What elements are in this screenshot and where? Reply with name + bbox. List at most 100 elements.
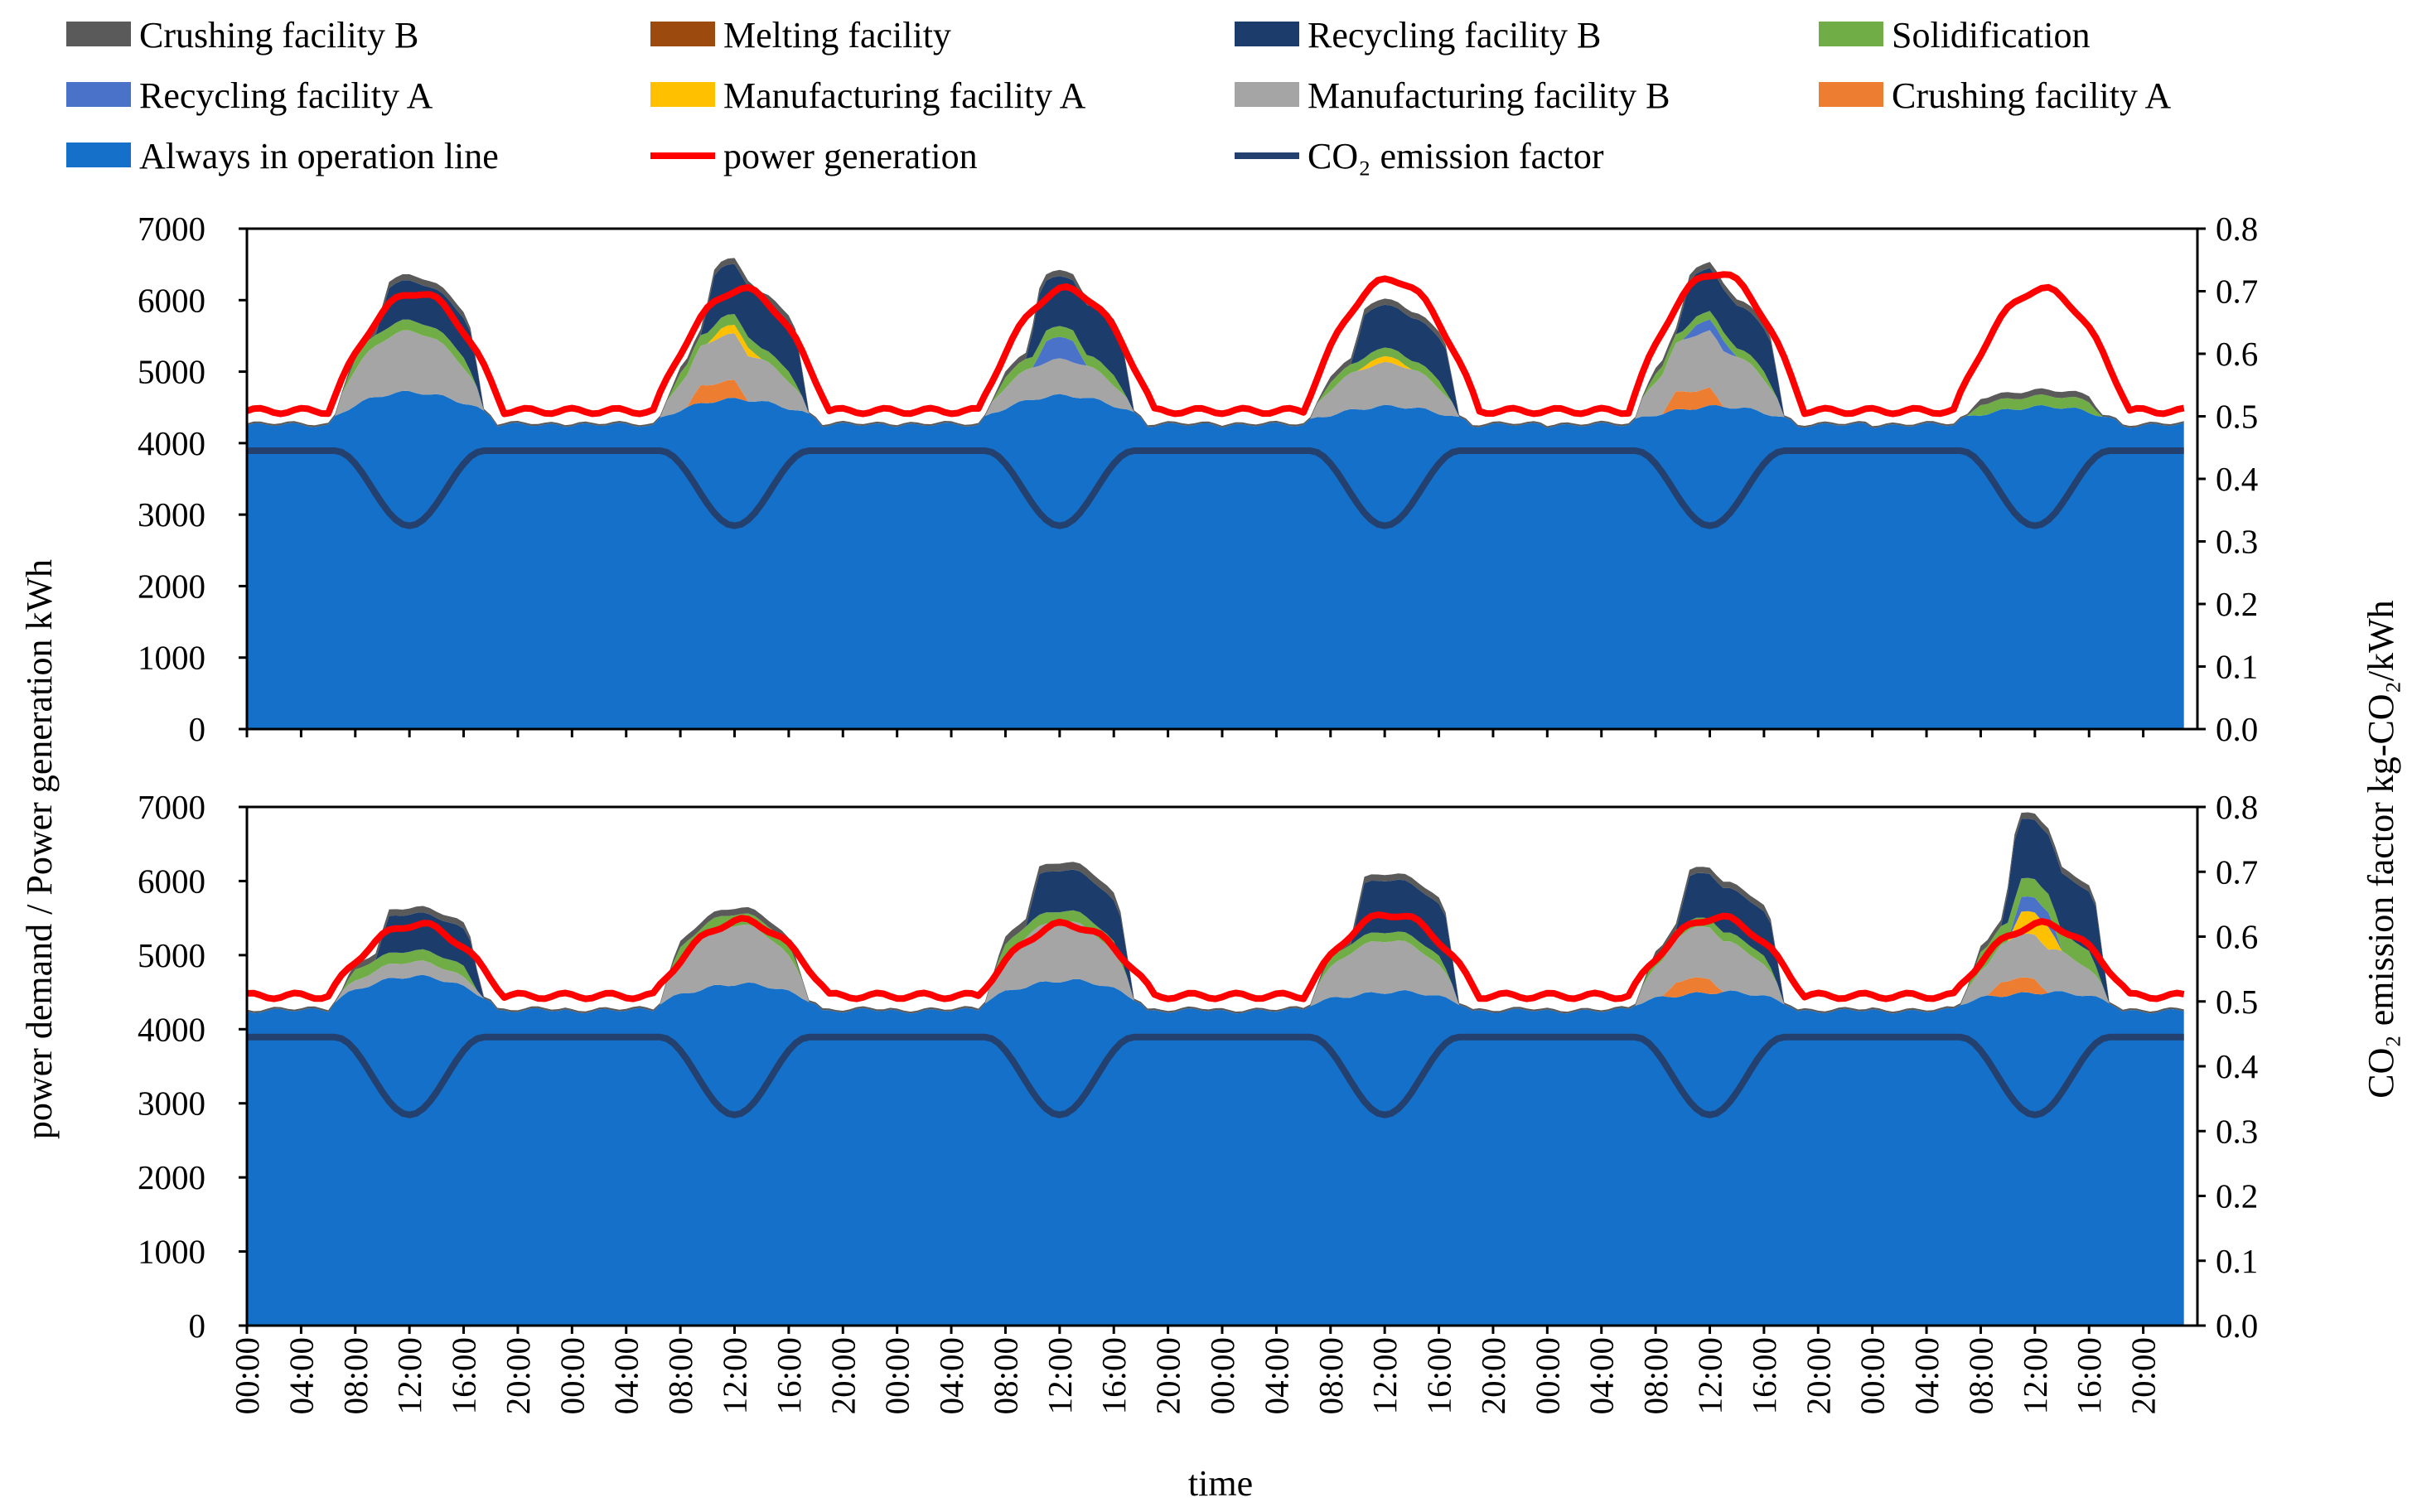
x-tick-label: 04:00 [607, 1337, 645, 1414]
legend-label: Manufacturing facility A [723, 75, 1086, 116]
x-tick-label: 16:00 [2070, 1337, 2108, 1414]
x-tick-label: 04:00 [1257, 1337, 1295, 1414]
legend-swatch [650, 82, 715, 107]
y-tick-label-left: 3000 [138, 495, 205, 534]
area-crushing-B [247, 258, 2184, 428]
y-tick-label-right: 0.1 [2216, 648, 2258, 686]
y-tick-label-right: 0.0 [2216, 1307, 2258, 1345]
x-tick-label: 00:00 [228, 1337, 266, 1414]
x-tick-label: 12:00 [716, 1337, 754, 1414]
legend-label: CO₂ emission factor [1308, 136, 1604, 176]
legend-item: Recycling facility A [66, 75, 433, 116]
legend-label: Melting facility [723, 15, 951, 56]
legend-item: power generation [650, 136, 978, 176]
y-tick-label-left: 5000 [138, 936, 205, 974]
y-tick-label-left: 1000 [138, 639, 205, 677]
x-tick-label: 00:00 [1854, 1337, 1892, 1414]
legend-item: Manufacturing facility A [650, 75, 1086, 116]
legend-label: Recycling facility B [1308, 15, 1601, 56]
legend-swatch [1235, 82, 1299, 107]
legend-item: Melting facility [650, 15, 951, 56]
y-tick-label-right: 0.3 [2216, 523, 2258, 561]
y-tick-label-left: 5000 [138, 353, 205, 391]
x-tick-label: 16:00 [1095, 1337, 1133, 1414]
legend-swatch [650, 22, 715, 46]
x-axis-title: time [1188, 1463, 1253, 1504]
y-tick-label-right: 0.8 [2216, 210, 2258, 248]
area-crushing-A [247, 379, 2184, 428]
area-recycling-B [247, 819, 2184, 1014]
x-tick-label: 20:00 [1149, 1337, 1187, 1414]
x-tick-label: 00:00 [1528, 1337, 1566, 1414]
x-tick-label: 04:00 [282, 1337, 320, 1414]
lower-panel: 0 1000 2000 3000 4000 5000 6000 7000 0.0 0.1 0.2 0.… [138, 788, 2258, 1345]
area-always [247, 974, 2184, 1326]
y-tick-label-left: 6000 [138, 862, 205, 900]
area-manufacturing-B [247, 330, 2184, 428]
legend-line-swatch [1235, 152, 1299, 159]
x-tick-label: 08:00 [1636, 1337, 1675, 1414]
x-tick-label: 12:00 [1366, 1337, 1404, 1414]
legend-swatch [1819, 22, 1883, 46]
y-tick-label-left: 2000 [138, 1158, 205, 1196]
y-tick-label-left: 7000 [138, 210, 205, 248]
x-tick-label: 20:00 [2125, 1337, 2163, 1414]
legend-swatch [66, 22, 131, 46]
x-tick-label: 00:00 [1203, 1337, 1241, 1414]
legend-label: Crushing facility A [1892, 75, 2172, 116]
x-tick-label: 04:00 [1583, 1337, 1621, 1414]
area-solidification [247, 877, 2184, 1014]
y-tick-label-right: 0.6 [2216, 335, 2258, 373]
area-recycling-B [247, 263, 2184, 428]
area-always [247, 390, 2184, 729]
y-tick-label-right: 0.4 [2216, 460, 2258, 498]
y-tick-label-left: 7000 [138, 788, 205, 826]
y-tick-label-right: 0.3 [2216, 1112, 2258, 1150]
x-tick-label: 00:00 [878, 1337, 916, 1414]
y-tick-label-left: 6000 [138, 281, 205, 319]
legend-item: CO₂ emission factor [1235, 136, 1604, 176]
legend-item: Solidification [1819, 15, 2091, 56]
y-tick-label-right: 0.0 [2216, 710, 2258, 748]
legend-swatch [1819, 82, 1883, 107]
x-tick-label: 04:00 [1907, 1337, 1946, 1414]
area-melting [247, 263, 2184, 428]
y-tick-label-right: 0.4 [2216, 1047, 2258, 1085]
y-tick-label-left: 4000 [138, 424, 205, 462]
legend-label: Recycling facility A [139, 75, 433, 116]
line-power-generation [246, 911, 2185, 1002]
legend-item: Recycling facility B [1235, 15, 1601, 56]
y-tick-label-left: 3000 [138, 1084, 205, 1123]
legend: Crushing facility B Melting facility Recyc… [66, 15, 2172, 176]
legend-label: Manufacturing facility B [1308, 75, 1670, 116]
x-tick-label: 08:00 [1312, 1337, 1350, 1414]
y-tick-label-left: 0 [189, 1307, 206, 1345]
x-tick-label: 12:00 [2016, 1337, 2054, 1414]
upper-panel: 0 1000 2000 3000 4000 5000 6000 7000 0.0 0.1 0.2 0.… [138, 210, 2258, 748]
x-tick-label: 12:00 [1041, 1337, 1079, 1414]
x-tick-label: 04:00 [932, 1337, 970, 1414]
x-tick-label: 20:00 [824, 1337, 862, 1414]
y-tick-label-right: 0.8 [2216, 788, 2258, 826]
y-axis-right-title: CO₂ emission factor kg-CO₂/kWh [2361, 600, 2401, 1098]
y-tick-label-right: 0.5 [2216, 983, 2258, 1021]
x-tick-label: 00:00 [553, 1337, 591, 1414]
legend-line-swatch [650, 152, 715, 159]
y-tick-label-left: 2000 [138, 567, 205, 605]
y-tick-label-right: 0.7 [2216, 273, 2258, 311]
y-tick-label-right: 0.5 [2216, 398, 2258, 436]
x-tick-label: 16:00 [445, 1337, 483, 1414]
legend-label: Crushing facility B [139, 15, 418, 56]
area-melting [247, 819, 2184, 1014]
x-tick-label: 20:00 [1474, 1337, 1512, 1414]
legend-swatch [66, 143, 131, 167]
y-tick-label-right: 0.7 [2216, 853, 2258, 891]
x-tick-label: 20:00 [1799, 1337, 1837, 1414]
y-tick-label-right: 0.2 [2216, 585, 2258, 623]
legend-item: Crushing facility B [66, 15, 418, 56]
y-tick-label-left: 0 [189, 710, 206, 748]
legend-swatch [1235, 22, 1299, 46]
legend-item: Crushing facility A [1819, 75, 2172, 116]
y-tick-label-left: 1000 [138, 1233, 205, 1271]
